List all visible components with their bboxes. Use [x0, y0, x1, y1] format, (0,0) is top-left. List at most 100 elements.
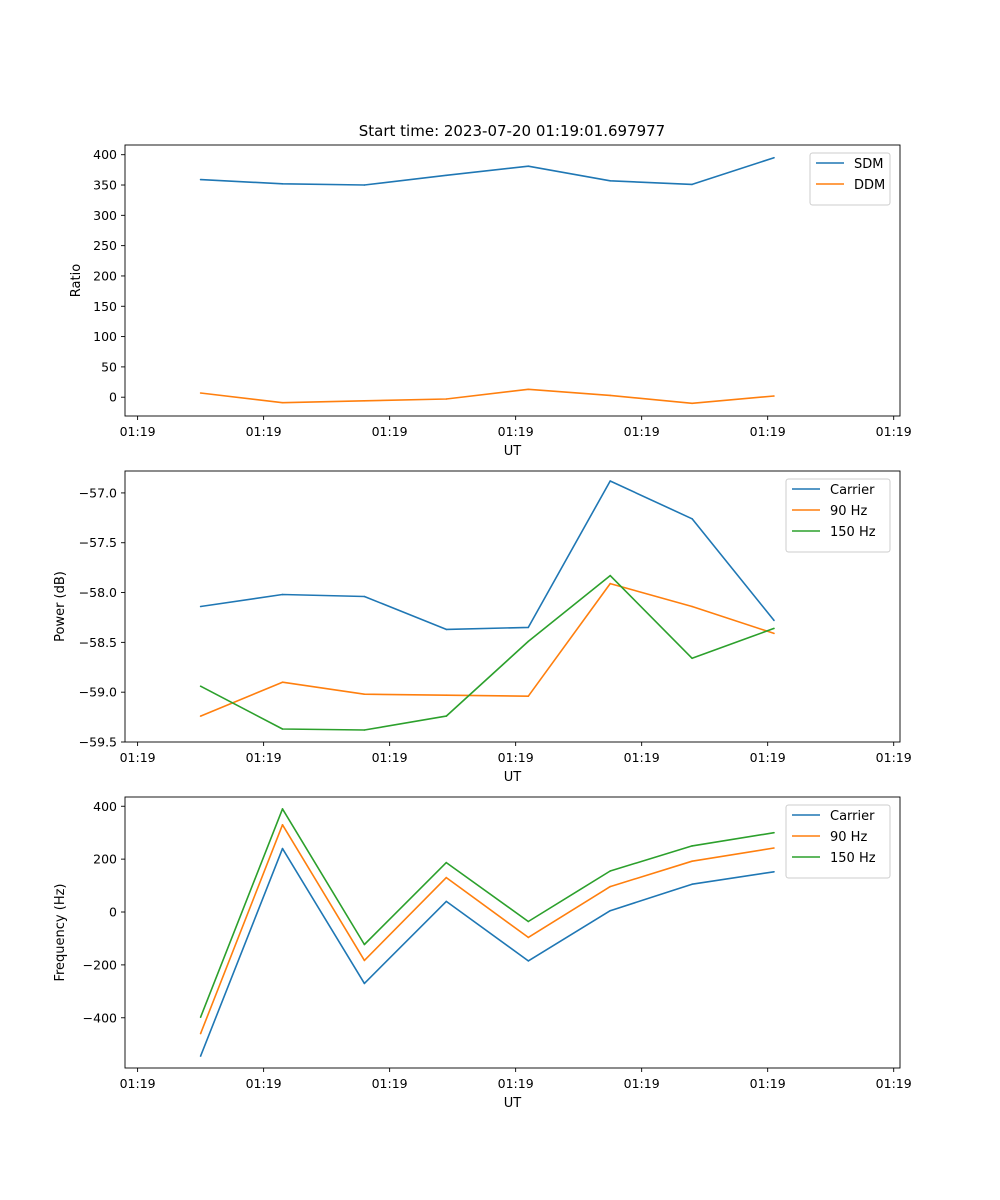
data-point-150-hz	[281, 808, 284, 810]
axes-frame	[124, 796, 901, 1069]
data-point-carrier	[773, 871, 775, 873]
x-tick-label: 01:19	[372, 424, 408, 439]
chart-title: Start time: 2023-07-20 01:19:01.697977	[359, 122, 665, 140]
legend-label-150-hz: 150 Hz	[830, 525, 876, 540]
data-point-carrier	[609, 909, 611, 912]
data-point-sdm	[773, 156, 775, 159]
x-axis-label: UT	[504, 1096, 522, 1111]
data-point-90-hz	[691, 605, 693, 608]
data-point-carrier	[445, 628, 448, 631]
x-axis-label: UT	[504, 444, 522, 459]
data-point-150-hz	[199, 685, 202, 687]
legend: Carrier 90 Hz 150 Hz	[785, 804, 891, 879]
x-tick-label: 01:19	[624, 1076, 660, 1091]
data-point-ddm	[609, 394, 611, 397]
axes-frame	[124, 144, 901, 417]
data-point-90-hz	[199, 1032, 202, 1035]
x-tick-label: 01:19	[498, 424, 534, 439]
data-point-carrier	[445, 900, 448, 903]
x-tick-label: 01:19	[246, 750, 282, 765]
chart-panel-3: 01:1901:1901:1901:1901:1901:1901:1901:20…	[53, 796, 912, 1111]
y-tick-label: −57.5	[79, 535, 117, 550]
x-tick-label: 01:19	[246, 1076, 282, 1091]
y-tick-label: −57.0	[79, 485, 117, 500]
data-point-90-hz	[609, 582, 611, 585]
y-axis-label: Power (dB)	[53, 571, 68, 642]
x-tick-label: 01:19	[624, 424, 660, 439]
data-point-90-hz	[281, 824, 284, 826]
data-point-ddm	[691, 402, 693, 405]
y-tick-label: 0	[109, 390, 117, 405]
data-point-carrier	[363, 982, 366, 985]
legend-label-sdm: SDM	[854, 157, 883, 172]
y-tick-label: −400	[83, 1010, 117, 1025]
series-line-90-hz	[199, 823, 775, 1034]
data-point-90-hz	[609, 885, 611, 888]
y-tick-label: −58.5	[79, 635, 117, 650]
data-point-carrier	[691, 518, 693, 520]
data-point-sdm	[199, 178, 202, 181]
data-point-150-hz	[691, 845, 693, 847]
x-axis-label: UT	[504, 770, 522, 785]
y-tick-label: 350	[93, 178, 117, 193]
data-point-90-hz	[363, 693, 366, 695]
data-point-150-hz	[773, 627, 775, 630]
y-tick-label: 0	[109, 905, 117, 920]
data-point-carrier	[281, 847, 284, 850]
data-point-carrier	[609, 480, 611, 482]
data-point-carrier	[199, 605, 202, 608]
chart-panel-2: 01:1901:1901:1901:1901:1901:1901:1901:20…	[53, 470, 912, 785]
data-point-carrier	[199, 1055, 202, 1057]
series-line-90-hz	[200, 582, 775, 717]
legend: SDM DDM	[809, 152, 891, 206]
data-point-ddm	[281, 401, 284, 404]
y-tick-label: 300	[93, 208, 117, 223]
x-tick-label: 01:19	[750, 424, 786, 439]
x-tick-label: 01:19	[246, 424, 282, 439]
y-axis-label: Ratio	[69, 264, 84, 297]
data-point-carrier	[527, 626, 530, 629]
data-point-sdm	[609, 180, 611, 182]
y-tick-label: −200	[83, 957, 117, 972]
legend-label-90-hz: 90 Hz	[830, 504, 867, 519]
data-point-sdm	[527, 165, 530, 167]
x-tick-label: 01:19	[498, 750, 534, 765]
x-tick-label: 01:19	[120, 1076, 156, 1091]
data-point-150-hz	[527, 640, 530, 643]
data-point-150-hz	[609, 574, 611, 577]
y-tick-label: 200	[93, 852, 117, 867]
x-tick-label: 01:19	[120, 750, 156, 765]
legend-box	[785, 804, 891, 879]
y-tick-label: 100	[93, 329, 117, 344]
x-tick-label: 01:19	[372, 750, 408, 765]
series-line-sdm	[200, 156, 775, 186]
series-line-carrier	[200, 480, 775, 631]
y-tick-label: 50	[101, 359, 117, 374]
data-point-sdm	[691, 183, 693, 186]
y-tick-label: 150	[93, 299, 117, 314]
data-point-90-hz	[773, 847, 775, 849]
legend: Carrier 90 Hz 150 Hz	[785, 478, 891, 553]
data-point-150-hz	[691, 657, 693, 660]
legend-box	[809, 152, 891, 206]
axes-frame	[124, 470, 901, 743]
data-point-carrier	[527, 960, 530, 962]
data-point-90-hz	[445, 876, 448, 879]
x-tick-label: 01:19	[498, 1076, 534, 1091]
data-point-150-hz	[609, 870, 611, 872]
x-tick-label: 01:19	[876, 424, 912, 439]
y-tick-label: −59.0	[79, 685, 117, 700]
data-point-carrier	[363, 595, 366, 598]
series-line-150-hz	[200, 574, 775, 731]
data-point-90-hz	[527, 936, 530, 939]
legend-label-ddm: DDM	[854, 178, 885, 193]
y-tick-label: 400	[93, 147, 117, 162]
data-point-ddm	[773, 395, 775, 397]
y-tick-label: 400	[93, 799, 117, 814]
legend-label-carrier: Carrier	[830, 809, 875, 824]
y-axis-label: Frequency (Hz)	[53, 883, 68, 981]
y-tick-label: 250	[93, 238, 117, 253]
data-point-ddm	[363, 400, 366, 402]
x-tick-label: 01:19	[876, 1076, 912, 1091]
data-point-150-hz	[363, 943, 366, 946]
